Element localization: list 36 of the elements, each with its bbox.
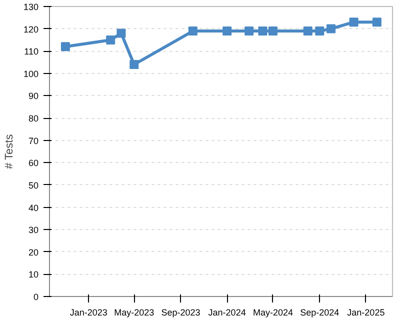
x-tick-label: May-2023 — [114, 308, 154, 318]
y-tick-label: 30 — [28, 225, 39, 236]
y-tick-label: 90 — [28, 91, 39, 102]
y-tick-label: 70 — [28, 136, 39, 146]
y-tick-label: 130 — [23, 2, 39, 12]
point — [244, 26, 254, 36]
y-tick-label: 80 — [28, 114, 39, 124]
y-tick-label: 20 — [28, 247, 39, 258]
point — [268, 26, 278, 36]
y-tick-label: 0 — [33, 292, 39, 302]
point — [349, 18, 358, 27]
x-tick-label: Jan-2023 — [70, 308, 108, 318]
y-tick-label: 110 — [24, 46, 39, 57]
point — [60, 42, 70, 52]
y-tick-label: 40 — [28, 202, 39, 213]
y-tick-label: 120 — [23, 24, 39, 34]
x-tick-label: Sep-2024 — [300, 308, 340, 318]
y-tick-label: 100 — [23, 68, 39, 79]
x-tick-label: Jan-2024 — [208, 308, 246, 318]
point — [116, 28, 126, 38]
y-tick-label: 60 — [28, 158, 39, 168]
y-axis-title: # Tests — [3, 134, 16, 169]
point — [106, 35, 116, 44]
point — [130, 60, 139, 69]
y-tick-label: 10 — [28, 270, 39, 280]
point — [315, 26, 324, 36]
point — [372, 18, 382, 27]
point — [258, 26, 268, 36]
x-tick-label: Sep-2023 — [161, 308, 200, 318]
x-tick-label: Jan-2025 — [347, 308, 385, 318]
point — [222, 26, 232, 36]
point — [188, 26, 198, 36]
point — [326, 24, 336, 34]
y-tick-label: 50 — [28, 180, 39, 190]
x-tick-label: May-2024 — [252, 308, 293, 318]
point — [303, 26, 312, 36]
